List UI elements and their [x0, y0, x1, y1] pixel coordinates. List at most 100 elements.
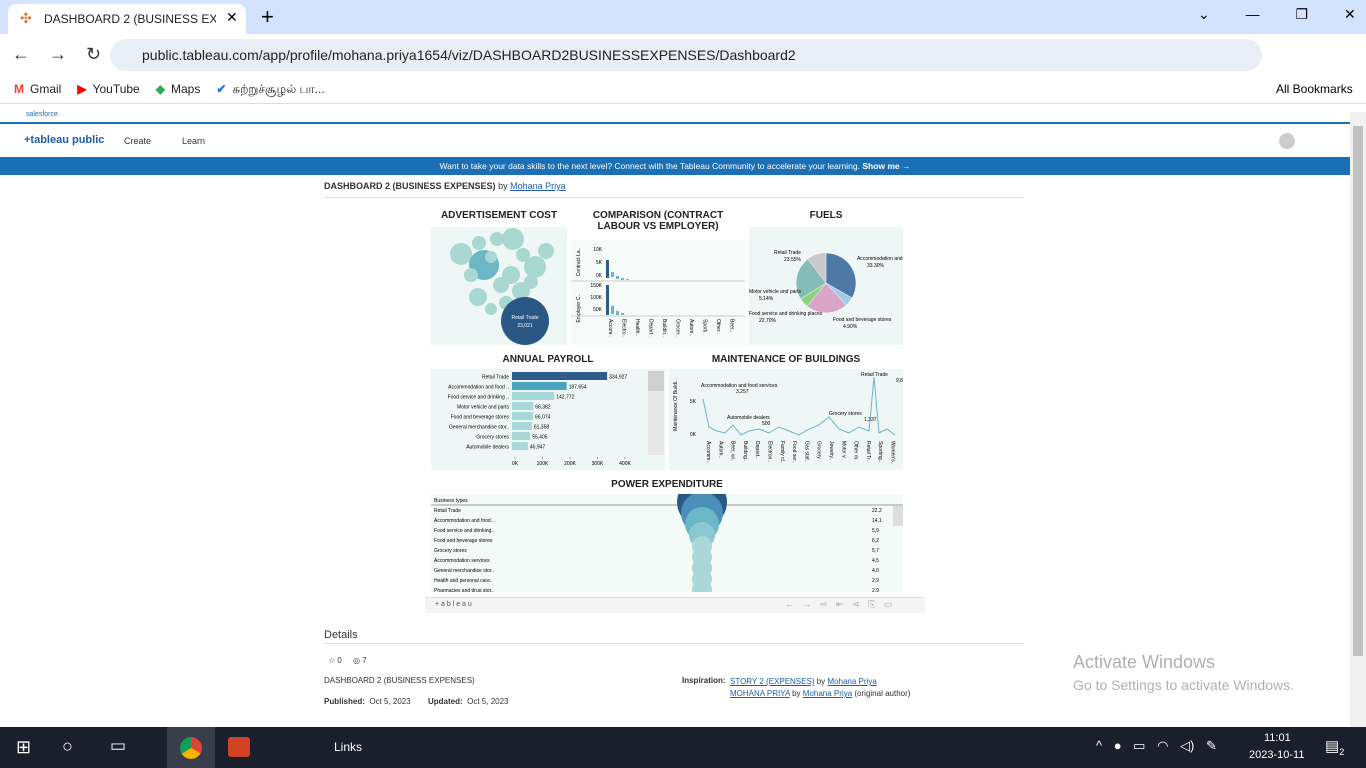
panel-title: MAINTENANCE OF BUILDINGS	[711, 354, 861, 365]
x-label: Grocer..	[675, 319, 681, 337]
search[interactable]: ○	[62, 736, 73, 756]
divider	[0, 122, 1350, 124]
window-controls[interactable]: ⌄ — ❐ ✕	[1198, 6, 1356, 22]
comparison-panel: Contract La.. Employer C.. 10K 5K 0K 150K 100K…	[571, 240, 745, 345]
viz-header: DASHBOARD 2 (BUSINESS EXPENSES) by Mohan…	[324, 181, 566, 191]
links-toolbar[interactable]: Links	[334, 740, 363, 754]
bar	[606, 260, 609, 278]
bar	[512, 442, 528, 450]
bubble	[501, 297, 549, 345]
pie-label: Motor vehicle and parts	[749, 289, 801, 295]
axis-label: Employer C..	[576, 294, 582, 323]
details-line	[324, 643, 1024, 644]
author[interactable]: Mohana Priya	[510, 181, 566, 191]
bubble	[469, 288, 487, 306]
clock-date: 2023-10-11	[1249, 749, 1305, 761]
annotation-value: 3,257	[736, 389, 749, 395]
bookmark[interactable]: ✔ சுற்றுச்சூழல் பா...	[216, 82, 324, 96]
bubble	[490, 232, 504, 246]
x-label: Building..	[742, 441, 748, 462]
tick-label: 100K	[537, 461, 549, 467]
footer-logo[interactable]: + a b l e a u	[435, 601, 472, 608]
tab-close[interactable]: ✕	[226, 9, 238, 25]
bar-value: 142,772	[556, 394, 574, 400]
tick-label: 0K	[512, 461, 519, 467]
bubble-chart: Retail Trade 23,021	[450, 228, 554, 345]
inspiration-item: MOHANA PRIYA by Mohana Priya (original a…	[730, 688, 910, 700]
panel-title: FUELS	[809, 210, 843, 221]
taskbar: ⊞ ○ ▭ Links ^ ● ▭ ◠ ◁) ✎ 11:01 2023-10-1…	[0, 727, 1366, 768]
bookmark-icon: ▶	[77, 82, 87, 96]
bubble-label: 23,021	[517, 323, 533, 329]
x-label: Family cl..	[779, 441, 785, 464]
inspiration-title[interactable]: MOHANA PRIYA	[730, 689, 790, 698]
tab-title: DASHBOARD 2 (BUSINESS EXPE	[44, 12, 216, 26]
chrome-app[interactable]	[167, 727, 215, 768]
nav-learn[interactable]: Learn	[182, 136, 206, 146]
banner-link[interactable]: Show me →	[862, 161, 911, 171]
bar-label: Food and beverage stores	[451, 414, 510, 420]
row-name: Accommodation and food ..	[434, 518, 495, 524]
viz-title: DASHBOARD 2 (BUSINESS EXPENSES)	[324, 181, 496, 191]
x-label: Other m..	[853, 441, 859, 462]
inspiration-title[interactable]: STORY 2 (EXPENSES)	[730, 677, 815, 686]
favorites[interactable]: ☆ 0	[328, 656, 342, 665]
active-tab[interactable]: ✣ DASHBOARD 2 (BUSINESS EXPE ✕	[8, 4, 246, 34]
inspiration-author[interactable]: Mohana Priya	[827, 677, 877, 686]
bubble	[485, 251, 497, 263]
bookmark-icon: M	[14, 82, 24, 96]
pie-label: Food service and drinking places	[749, 311, 823, 317]
x-label: Electron..	[767, 441, 773, 462]
start[interactable]: ⊞	[16, 737, 32, 757]
bar-value: 66,382	[535, 404, 551, 410]
updated: Updated: Oct 5, 2023	[428, 697, 508, 706]
scroll-thumb	[893, 506, 903, 526]
address-bar[interactable]: public.tableau.com/app/profile/mohana.pr…	[110, 39, 1262, 71]
inspiration-author[interactable]: Mohana Priya	[802, 689, 853, 698]
all-bookmarks[interactable]: All Bookmarks	[1276, 82, 1353, 96]
powerpoint-app[interactable]	[228, 737, 250, 757]
bubble	[472, 236, 486, 250]
nav-create[interactable]: Create	[124, 136, 152, 146]
bookmark-icon: ✔	[216, 82, 227, 96]
details-name: DASHBOARD 2 (BUSINESS EXPENSES)	[324, 676, 475, 685]
new-tab[interactable]: +	[261, 4, 274, 29]
watermark-line2: Go to Settings to activate Windows.	[1073, 677, 1294, 693]
bookmark[interactable]: ◆ Maps	[156, 82, 201, 96]
bar-label: Grocery stores	[476, 434, 509, 440]
x-label: Depart..	[754, 441, 760, 459]
bookmark[interactable]: ▶ YouTube	[77, 82, 139, 96]
x-label: Sporti..	[702, 319, 708, 335]
bubble	[512, 282, 530, 300]
panel-title: ADVERTISEMENT COST	[440, 210, 558, 221]
bookmark[interactable]: M Gmail	[14, 82, 61, 96]
pie-slice	[806, 282, 847, 314]
tableau-logo[interactable]: +tableau public	[24, 134, 105, 146]
bar-value: 334,927	[609, 374, 627, 380]
task-view[interactable]: ▭	[110, 736, 127, 755]
bar	[611, 306, 614, 314]
nav-buttons[interactable]: ← → ↻	[12, 44, 102, 64]
bookmarks-bar	[0, 76, 1366, 104]
avatar[interactable]	[1279, 133, 1295, 149]
x-label: Electro..	[621, 319, 627, 337]
bar	[621, 278, 624, 280]
x-label: Beer, wi..	[730, 441, 736, 462]
details-heading: Details	[324, 629, 358, 641]
bar	[621, 313, 624, 315]
bookmark-icon: ◆	[155, 82, 165, 96]
row-value: 2,9	[872, 588, 879, 592]
bubble	[538, 243, 554, 259]
row-name: Grocery stores	[434, 548, 467, 554]
x-label: Autom..	[717, 441, 723, 458]
x-label: Depart..	[648, 319, 654, 337]
bubble	[493, 277, 509, 293]
tray-icons[interactable]: ^ ● ▭ ◠ ◁) ✎	[1096, 738, 1217, 753]
notifications[interactable]: ▤2	[1325, 738, 1345, 757]
bar	[616, 276, 619, 279]
toolbar-icons[interactable]: ← → ⇨ ⇤ ⋖ ⎘ ▭	[785, 599, 893, 609]
bar	[512, 392, 555, 400]
published: Published: Oct 5, 2023	[324, 697, 411, 706]
bar-label: Automobile dealers	[466, 444, 509, 450]
